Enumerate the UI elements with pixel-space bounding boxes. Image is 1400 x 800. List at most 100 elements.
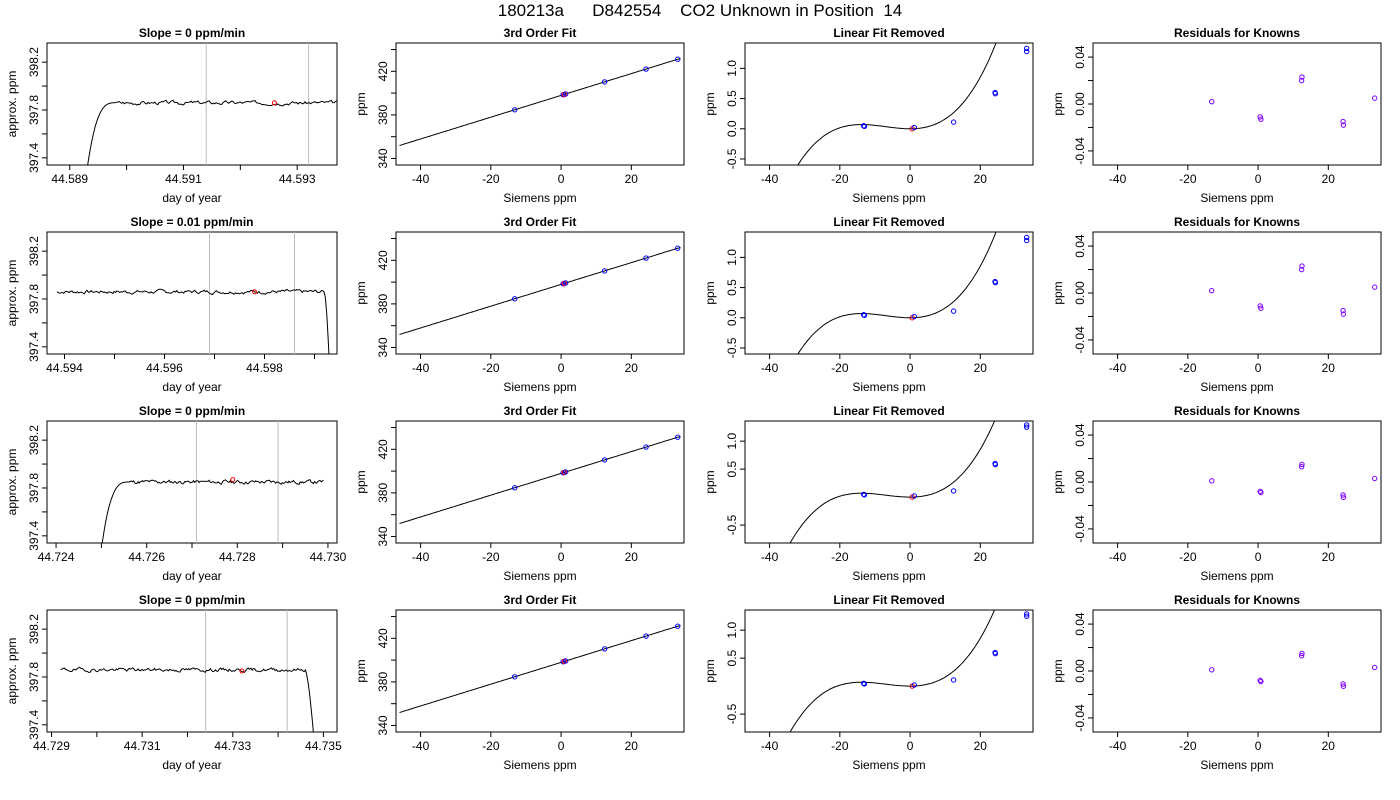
- x-axis-label: day of year: [162, 758, 221, 772]
- known-point: [601, 646, 608, 652]
- x-tick-label: 44.733: [214, 739, 251, 753]
- y-tick-label: 0.00: [1073, 281, 1087, 305]
- x-axis-label: Siemens ppm: [852, 758, 925, 772]
- known-point: [992, 650, 999, 657]
- page-title: 180213a D842554 CO2 Unknown in Position …: [497, 1, 903, 20]
- y-tick-label: 380: [376, 672, 390, 692]
- x-tick-label: 44.596: [146, 361, 183, 375]
- known-point: [950, 119, 957, 125]
- concentration-trace: [101, 479, 324, 543]
- residual-point: [1258, 678, 1264, 685]
- y-tick-label: 0.04: [1073, 612, 1087, 636]
- sample-marker: [239, 668, 245, 674]
- y-tick-label: 397.8: [27, 284, 41, 314]
- x-tick-label: -20: [482, 739, 500, 753]
- residual-point: [1340, 683, 1347, 689]
- plot-frame: [46, 42, 338, 166]
- x-tick-label: -40: [412, 361, 430, 375]
- panel-3-1: Slope = 0 ppm/min 44.724 44.726 44.728 44.73…: [5, 404, 347, 583]
- y-tick-label: 380: [376, 105, 390, 125]
- y-tick-label: 420: [376, 439, 390, 459]
- plot-area: [399, 245, 681, 335]
- concentration-trace: [56, 288, 330, 354]
- x-tick-label: -20: [831, 550, 849, 564]
- panel-1-3: Linear Fit Removed -40 -20 0 20 -0.5 0.0 0.5 1.0…: [703, 26, 1034, 205]
- x-tick-label: -20: [1179, 172, 1197, 186]
- y-tick-label: 0.5: [725, 649, 739, 666]
- plot-area: [1209, 74, 1378, 128]
- y-tick-label: -0.5: [725, 514, 739, 535]
- y-tick-label: 380: [376, 294, 390, 314]
- y-axis-label: ppm: [1051, 281, 1065, 304]
- panel-1-2: 3rd Order Fit -40 -20 0 20 340 380 420 Siemens p…: [354, 26, 685, 205]
- panel-title: Linear Fit Removed: [833, 215, 944, 229]
- x-tick-label: 44.593: [279, 172, 316, 186]
- sample-marker: [230, 477, 236, 483]
- y-axis-label: approx. ppm: [5, 71, 19, 138]
- known-point: [1023, 422, 1030, 428]
- x-axis-label: day of year: [162, 380, 221, 394]
- plot-area: [60, 610, 314, 732]
- residual-point: [1299, 461, 1305, 468]
- plot-area: [399, 623, 681, 713]
- plot-area: [399, 434, 681, 524]
- known-point: [992, 280, 999, 286]
- known-point: [562, 658, 569, 664]
- y-tick-label: 420: [376, 628, 390, 648]
- x-tick-label: 44.730: [310, 550, 347, 564]
- plot-frame: [1092, 420, 1382, 544]
- x-axis-label: Siemens ppm: [852, 191, 925, 205]
- known-point: [674, 56, 681, 62]
- residual-point: [1340, 681, 1346, 687]
- y-tick-label: 398.2: [27, 47, 41, 77]
- panel-1-1: Slope = 0 ppm/min 44.589 44.591 44.593 397.4…: [5, 26, 338, 205]
- x-tick-label: 0: [558, 739, 565, 753]
- x-tick-label: -20: [831, 739, 849, 753]
- y-axis-label: ppm: [1051, 470, 1065, 493]
- panel-title: 3rd Order Fit: [504, 404, 577, 418]
- residual-point: [1298, 266, 1305, 273]
- x-tick-label: 20: [974, 172, 988, 186]
- residual-point: [1371, 95, 1378, 101]
- fit-curve: [399, 57, 681, 146]
- y-tick-label: 1.0: [725, 432, 739, 449]
- y-tick-label: 0.04: [1073, 45, 1087, 69]
- fit-curve: [789, 421, 996, 543]
- x-tick-label: -40: [761, 361, 779, 375]
- plot-area: [789, 610, 1030, 732]
- known-point: [1023, 234, 1030, 241]
- known-point: [950, 488, 957, 494]
- y-tick-label: 340: [376, 337, 390, 357]
- x-tick-label: 0: [907, 172, 914, 186]
- plot-frame: [744, 420, 1034, 544]
- y-tick-label: -0.04: [1073, 515, 1087, 543]
- known-point: [992, 91, 999, 97]
- residual-point: [1258, 116, 1264, 122]
- y-tick-label: 398.2: [27, 425, 41, 455]
- plot-area: [789, 421, 1030, 543]
- fit-curve: [399, 435, 681, 524]
- y-axis-label: ppm: [703, 659, 717, 682]
- x-tick-label: -40: [412, 550, 430, 564]
- x-axis-label: Siemens ppm: [1200, 380, 1273, 394]
- plot-area: [1209, 650, 1378, 689]
- plot-frame: [1092, 231, 1382, 355]
- x-tick-label: 20: [1322, 172, 1336, 186]
- y-tick-label: 0.00: [1073, 659, 1087, 683]
- y-axis-label: ppm: [703, 281, 717, 304]
- residual-point: [1299, 74, 1305, 80]
- panel-3-2: 3rd Order Fit -40 -20 0 20 340 380 420 Siemens p…: [354, 404, 685, 583]
- x-tick-label: 20: [974, 361, 988, 375]
- panel-title: Linear Fit Removed: [833, 593, 944, 607]
- x-tick-label: 0: [1255, 361, 1262, 375]
- known-point: [643, 444, 649, 450]
- y-axis-label: ppm: [703, 92, 717, 115]
- y-tick-label: 0.00: [1073, 92, 1087, 116]
- panel-title: 3rd Order Fit: [504, 593, 577, 607]
- x-tick-label: -40: [761, 172, 779, 186]
- known-point: [512, 296, 518, 302]
- known-point: [1023, 424, 1030, 430]
- x-tick-label: 44.598: [246, 361, 283, 375]
- panel-4-4: Residuals for Knowns -40 -20 0 20 -0.04 0.00 0.…: [1051, 593, 1382, 772]
- plot-frame: [744, 42, 1034, 166]
